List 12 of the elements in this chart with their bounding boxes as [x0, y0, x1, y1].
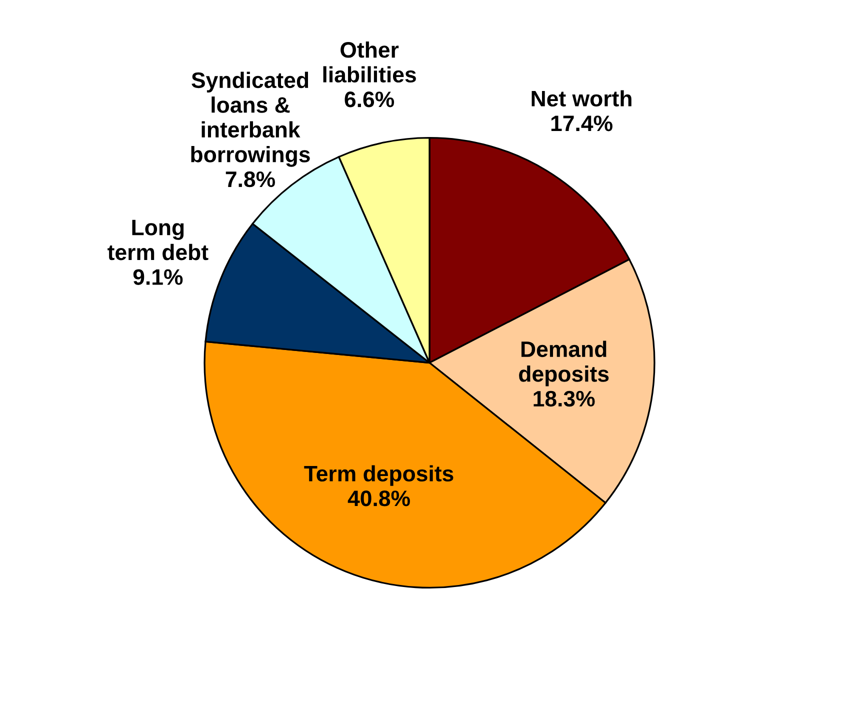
slice-label: Demand deposits [519, 340, 609, 386]
data-label: 40.8% [348, 490, 410, 506]
data-label: 17.4% [551, 116, 612, 132]
data-label: 18.3% [534, 390, 595, 407]
data-label: 6.6% [344, 92, 394, 108]
slice-label: Net worth [532, 90, 632, 107]
slice-label: Other liabilities [323, 41, 416, 83]
slice-label: Term deposits [304, 465, 454, 486]
slice-label: Long term debt [108, 220, 208, 260]
data-label: 9.1% [133, 269, 183, 285]
slice-label: Syndicated loans & interbank borrowings [191, 72, 310, 167]
data-label: 7.8% [226, 171, 275, 188]
